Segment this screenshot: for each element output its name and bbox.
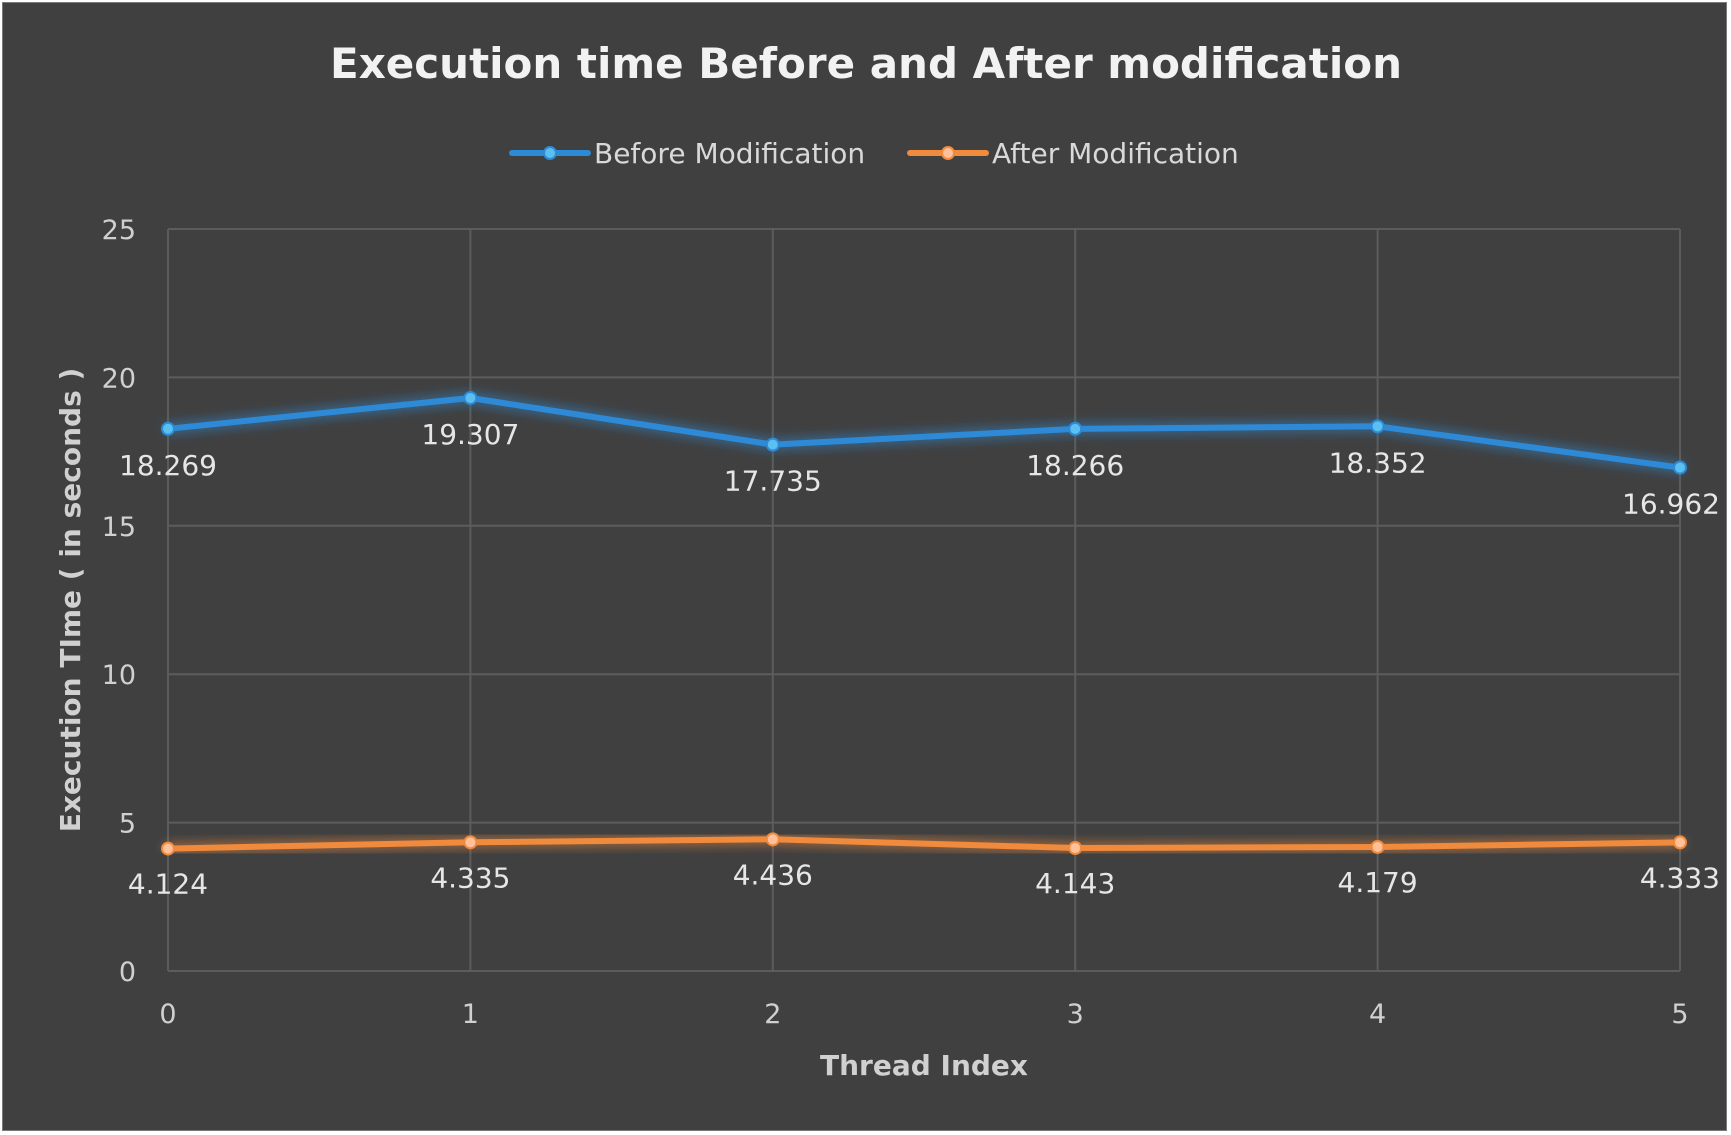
legend-label: Before Modification bbox=[594, 137, 865, 170]
x-tick-label: 2 bbox=[764, 999, 781, 1030]
data-label: 4.333 bbox=[1640, 861, 1720, 894]
x-tick-label: 4 bbox=[1369, 999, 1386, 1030]
data-point bbox=[463, 835, 478, 850]
data-point bbox=[765, 832, 780, 847]
gridlines bbox=[167, 228, 1681, 972]
data-point bbox=[1370, 839, 1385, 854]
data-label: 18.266 bbox=[1026, 449, 1124, 482]
data-label: 4.436 bbox=[733, 858, 813, 891]
data-point bbox=[1673, 460, 1687, 475]
data-label: 19.307 bbox=[421, 418, 519, 451]
data-label: 4.335 bbox=[430, 861, 510, 894]
data-point bbox=[161, 421, 175, 436]
data-point bbox=[1068, 421, 1083, 436]
x-axis-ticks: 0 1 2 3 4 5 bbox=[159, 999, 1688, 1030]
data-point bbox=[463, 390, 478, 405]
legend-label: After Modification bbox=[992, 137, 1239, 170]
data-labels: 18.269 19.307 17.735 18.266 18.352 16.962 4.12… bbox=[119, 418, 1720, 901]
y-tick-label: 0 bbox=[119, 957, 136, 988]
series-line-after bbox=[165, 836, 1683, 852]
chart-title: Execution time Before and After modifica… bbox=[330, 39, 1402, 88]
data-label: 17.735 bbox=[724, 465, 822, 498]
data-label: 16.962 bbox=[1622, 488, 1720, 521]
data-label: 4.179 bbox=[1338, 866, 1418, 899]
data-label: 18.352 bbox=[1329, 446, 1427, 479]
y-axis-ticks: 0 5 10 15 20 25 bbox=[102, 215, 136, 988]
data-point bbox=[765, 437, 780, 452]
x-tick-label: 1 bbox=[462, 999, 479, 1030]
x-tick-label: 3 bbox=[1067, 999, 1084, 1030]
data-label: 4.143 bbox=[1035, 867, 1115, 900]
data-point bbox=[161, 841, 175, 856]
y-tick-label: 20 bbox=[102, 363, 136, 394]
data-label: 18.269 bbox=[119, 449, 217, 482]
y-tick-label: 25 bbox=[102, 215, 136, 246]
x-axis-title: Thread Index bbox=[820, 1049, 1028, 1082]
series-line-before bbox=[165, 395, 1683, 471]
data-label: 4.124 bbox=[128, 868, 208, 901]
data-point bbox=[1370, 419, 1385, 434]
legend-marker bbox=[543, 146, 557, 160]
data-point bbox=[1068, 841, 1083, 856]
x-tick-label: 5 bbox=[1671, 999, 1688, 1030]
y-tick-label: 5 bbox=[119, 809, 136, 840]
data-point bbox=[1673, 835, 1687, 850]
y-axis-title: Execution TIme ( in seconds ) bbox=[54, 368, 87, 833]
legend: Before Modification After Modification bbox=[509, 137, 1239, 170]
series-group bbox=[161, 390, 1687, 856]
y-tick-label: 10 bbox=[102, 660, 136, 691]
legend-marker bbox=[941, 146, 955, 160]
x-tick-label: 0 bbox=[159, 999, 176, 1030]
y-tick-label: 15 bbox=[102, 512, 136, 543]
